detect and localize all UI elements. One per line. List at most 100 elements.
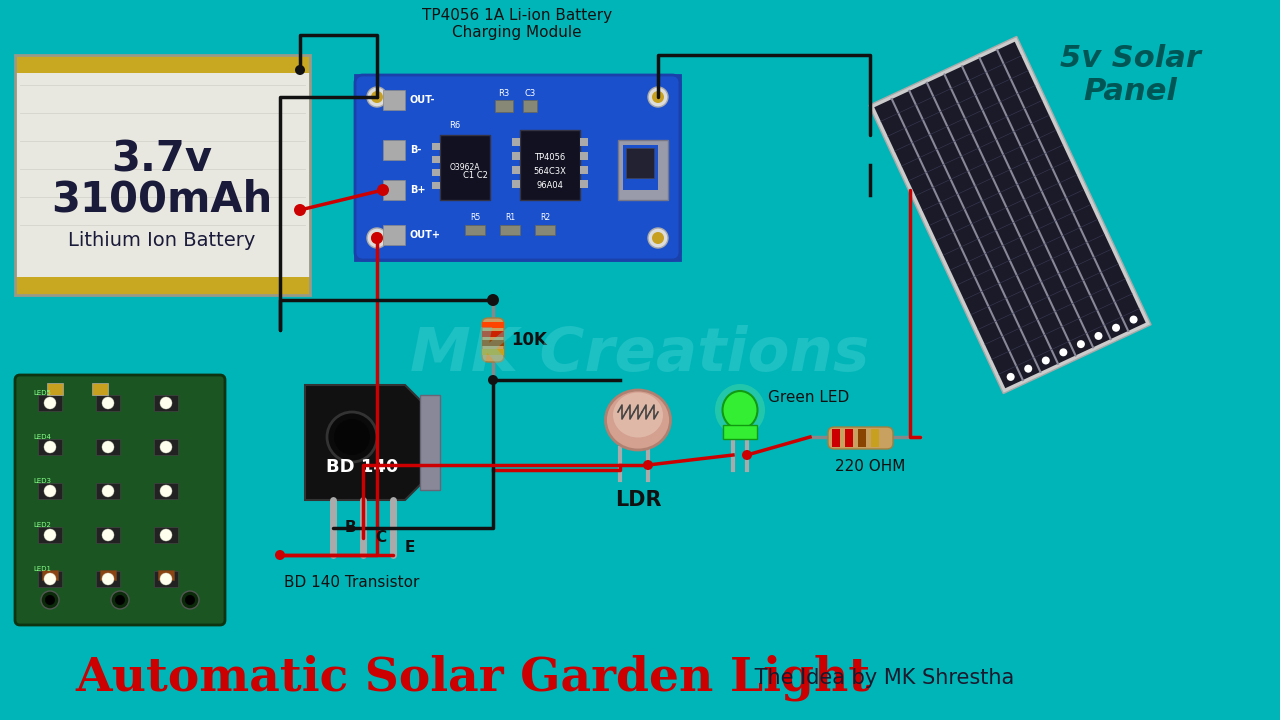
Circle shape — [486, 294, 499, 306]
Bar — [483, 349, 504, 355]
Bar — [96, 571, 120, 587]
Circle shape — [102, 573, 114, 585]
Bar — [96, 527, 120, 543]
Bar — [15, 277, 310, 295]
Text: 564C3X: 564C3X — [534, 168, 567, 176]
Circle shape — [160, 441, 172, 453]
Bar — [845, 429, 852, 447]
Text: 96A04: 96A04 — [536, 181, 563, 189]
Circle shape — [1129, 315, 1138, 323]
Text: C1 C2: C1 C2 — [462, 171, 488, 179]
Bar — [512, 138, 520, 146]
Bar — [512, 152, 520, 160]
Text: 5v Solar
Panel: 5v Solar Panel — [1060, 44, 1201, 107]
Circle shape — [648, 228, 668, 248]
Text: LED4: LED4 — [33, 434, 51, 440]
Text: LDR: LDR — [614, 490, 662, 510]
Bar — [433, 156, 440, 163]
Text: 10K: 10K — [511, 331, 547, 349]
Bar — [383, 140, 404, 160]
Circle shape — [1094, 332, 1102, 340]
Circle shape — [1112, 324, 1120, 332]
FancyBboxPatch shape — [15, 375, 225, 625]
Text: R6: R6 — [449, 120, 461, 130]
Circle shape — [643, 460, 653, 470]
Bar — [38, 439, 61, 455]
Bar — [96, 439, 120, 455]
Text: OUT+: OUT+ — [410, 230, 442, 240]
Circle shape — [371, 232, 383, 244]
Bar — [483, 340, 504, 346]
Text: B+: B+ — [410, 185, 425, 195]
Text: Automatic Solar Garden Light: Automatic Solar Garden Light — [76, 654, 870, 701]
Circle shape — [41, 591, 59, 609]
Text: O3962A: O3962A — [449, 163, 480, 171]
Circle shape — [652, 232, 664, 244]
Text: Green LED: Green LED — [768, 390, 849, 405]
Bar — [154, 395, 178, 411]
Text: LED3: LED3 — [33, 478, 51, 484]
Text: TP4056: TP4056 — [534, 153, 566, 163]
Bar — [535, 225, 556, 235]
Circle shape — [367, 228, 387, 248]
Bar — [580, 180, 588, 188]
Text: E: E — [404, 541, 416, 556]
Circle shape — [367, 87, 387, 107]
Bar — [580, 138, 588, 146]
Circle shape — [488, 375, 498, 385]
Bar — [92, 383, 108, 395]
Bar — [483, 331, 504, 337]
Circle shape — [44, 573, 56, 585]
Circle shape — [275, 550, 285, 560]
Circle shape — [160, 397, 172, 409]
Circle shape — [102, 485, 114, 497]
Bar — [626, 148, 654, 178]
Text: C: C — [375, 531, 387, 546]
Bar — [870, 429, 879, 447]
Circle shape — [102, 529, 114, 541]
Bar — [433, 182, 440, 189]
Bar — [15, 55, 310, 295]
Text: Lithium Ion Battery: Lithium Ion Battery — [68, 230, 256, 250]
Circle shape — [294, 65, 305, 75]
Bar — [512, 166, 520, 174]
Polygon shape — [869, 37, 1151, 394]
Circle shape — [371, 232, 383, 244]
Bar — [723, 425, 756, 439]
Text: R3: R3 — [498, 89, 509, 97]
Bar — [383, 90, 404, 110]
Text: MK Creations: MK Creations — [411, 325, 869, 384]
Bar — [433, 169, 440, 176]
Text: C3: C3 — [525, 89, 535, 97]
Circle shape — [102, 441, 114, 453]
Text: LED5: LED5 — [33, 390, 51, 396]
Text: OUT-: OUT- — [410, 95, 435, 105]
Circle shape — [44, 441, 56, 453]
Bar — [383, 225, 404, 245]
Circle shape — [115, 595, 125, 605]
Bar — [500, 225, 520, 235]
Circle shape — [378, 184, 389, 196]
Circle shape — [1042, 356, 1050, 364]
Bar — [154, 571, 178, 587]
FancyBboxPatch shape — [355, 75, 680, 260]
Bar — [15, 73, 310, 277]
Bar — [524, 100, 538, 112]
Ellipse shape — [605, 390, 671, 450]
Text: 3100mAh: 3100mAh — [51, 179, 273, 221]
Bar — [15, 55, 310, 73]
Polygon shape — [874, 42, 1146, 388]
Bar — [96, 395, 120, 411]
Circle shape — [1060, 348, 1068, 356]
FancyBboxPatch shape — [828, 427, 893, 449]
Text: R1: R1 — [504, 214, 515, 222]
Bar — [157, 570, 174, 580]
Circle shape — [742, 450, 753, 460]
Bar — [495, 100, 513, 112]
Circle shape — [44, 529, 56, 541]
Circle shape — [1024, 365, 1032, 373]
Bar — [580, 166, 588, 174]
Circle shape — [1006, 373, 1015, 381]
Polygon shape — [305, 385, 430, 500]
Circle shape — [160, 529, 172, 541]
